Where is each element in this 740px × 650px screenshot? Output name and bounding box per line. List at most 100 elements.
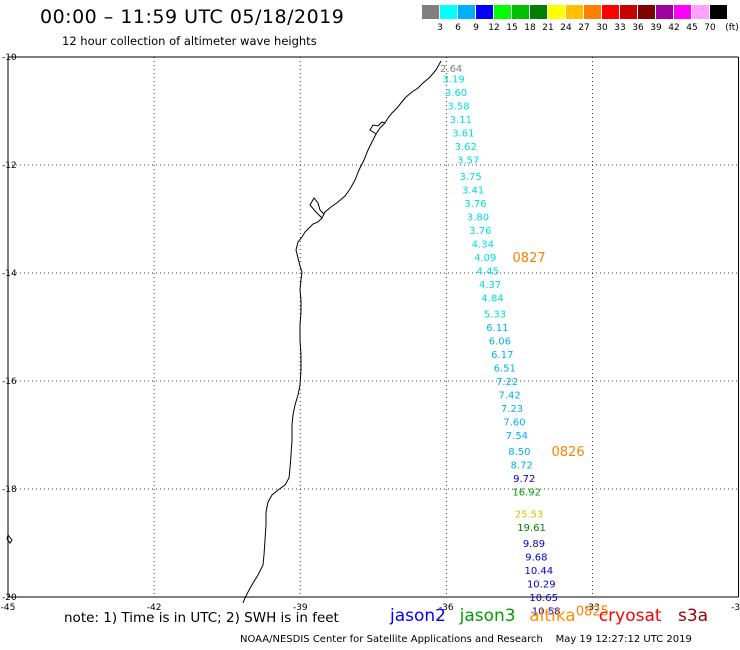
lon-tick-label: -39 [293, 603, 308, 613]
scale-label: 45 [686, 23, 698, 33]
scale-label: 30 [596, 23, 608, 33]
footer-credit: NOAA/NESDIS Center for Satellite Applica… [240, 634, 692, 645]
wave-height-value: 7.60 [503, 418, 525, 429]
scale-swatch [512, 5, 529, 19]
lon-tick-label: -36 [439, 603, 454, 613]
scale-swatch [602, 5, 619, 19]
map-title: 00:00 – 11:59 UTC 05/18/2019 [40, 6, 345, 28]
wave-height-value: 9.72 [513, 474, 535, 485]
wave-height-value: 10.29 [527, 580, 556, 591]
wave-height-value: 4.84 [481, 293, 503, 304]
satellite-legend-item: jason3 [459, 606, 516, 626]
wave-height-value: 10.58 [532, 607, 561, 618]
scale-swatch [458, 5, 475, 19]
lat-tick-label: -18 [2, 485, 17, 495]
wave-height-value: 6.06 [489, 337, 511, 348]
satellite-legend-item: cryosat [598, 606, 662, 626]
scale-label: 12 [488, 23, 500, 33]
time-label: 0827 [513, 251, 546, 266]
scale-label: 21 [542, 23, 554, 33]
island [6, 533, 13, 544]
scale-label: 3 [437, 23, 443, 33]
wave-height-value: 7.23 [501, 404, 523, 415]
wave-height-value: 10.65 [529, 593, 558, 604]
wave-height-value: 3.60 [445, 88, 467, 99]
scale-label: 15 [506, 23, 518, 33]
altimeter-track: 2.643.19 3.60 3.58 3.11 3.61 3.62 3.57 3.75 3.41… [440, 64, 560, 618]
scale-swatch [566, 5, 583, 19]
wave-height-value: 3.41 [462, 185, 484, 196]
lat-tick-label: -20 [2, 593, 17, 603]
wave-height-value: 4.45 [477, 266, 499, 277]
time-label: 0826 [552, 445, 585, 460]
lat-tick-label: -10 [2, 53, 17, 63]
wave-height-value: 7.22 [496, 377, 518, 388]
scale-swatch [548, 5, 565, 19]
wave-height-value: 6.51 [494, 364, 516, 375]
scale-swatch [584, 5, 601, 19]
scale-swatch [494, 5, 511, 19]
scale-swatch [638, 5, 655, 19]
scale-label: 9 [473, 23, 479, 33]
satellite-legend-item: altika [529, 606, 576, 626]
wave-height-value: 8.50 [508, 447, 530, 458]
scale-label: 33 [614, 23, 626, 33]
wave-height-value: 3.76 [469, 226, 491, 237]
wave-height-value: 2.64 [440, 64, 462, 75]
scale-label: 70 [704, 23, 716, 33]
time-label: 0825 [576, 605, 609, 620]
wave-height-value: 9.68 [525, 553, 547, 564]
time-labels: 0827 0826 0825 [513, 251, 609, 620]
wave-height-value: 19.61 [517, 523, 546, 534]
wave-height-value: 9.89 [523, 539, 545, 550]
wave-height-value: 3.58 [447, 102, 469, 113]
wave-height-value: 4.37 [479, 280, 501, 291]
wave-height-value: 4.09 [474, 253, 496, 264]
wave-height-value: 6.17 [491, 350, 513, 361]
scale-swatch [674, 5, 691, 19]
scale-swatch [620, 5, 637, 19]
wave-height-value: 16.92 [512, 488, 541, 499]
scale-label: 24 [560, 23, 572, 33]
map-subtitle: 12 hour collection of altimeter wave hei… [62, 34, 317, 48]
wave-height-value: 7.54 [506, 431, 528, 442]
wave-height-value: 7.42 [498, 391, 520, 402]
scale-unit: (ft) [725, 23, 739, 33]
scale-swatch [530, 5, 547, 19]
scale-swatch [476, 5, 493, 19]
wave-height-value: 3.61 [452, 129, 474, 140]
wave-height-value: 3.57 [457, 156, 479, 167]
scale-swatch [692, 5, 709, 19]
wave-height-value: 3.62 [455, 142, 477, 153]
lon-tick-label: -45 [1, 603, 16, 613]
wave-height-value: 3.80 [467, 212, 489, 223]
coastline [242, 60, 442, 604]
satellite-legend-item: s3a [678, 606, 709, 626]
wave-height-value: 3.11 [450, 115, 472, 126]
bay-inlet [309, 197, 325, 219]
lon-tick-label: -30 [731, 603, 740, 613]
scale-label: 27 [578, 23, 590, 33]
wave-height-value: 6.11 [486, 323, 508, 334]
wave-height-value: 8.72 [511, 461, 533, 472]
scale-label: 36 [632, 23, 644, 33]
lon-tick-label: -42 [147, 603, 162, 613]
lat-tick-label: -16 [2, 377, 17, 387]
scale-label: 39 [650, 23, 662, 33]
footer-note: note: 1) Time is in UTC; 2) SWH is in fe… [64, 610, 339, 626]
graticule: -10 -12 -14 -16 -18 -20-45 -42 -39 -36 -33 -30 [1, 53, 740, 613]
satellite-legend-item: jason2 [390, 606, 446, 626]
wave-height-value: 3.76 [464, 199, 486, 210]
wave-height-value: 10.44 [525, 566, 554, 577]
wave-height-value: 4.34 [472, 239, 494, 250]
scale-label: 18 [524, 23, 536, 33]
scale-swatch [440, 5, 457, 19]
scale-label: 42 [668, 23, 680, 33]
wave-height-value: 3.75 [460, 172, 482, 183]
lat-tick-label: -12 [2, 161, 17, 171]
scale-swatch [710, 5, 727, 19]
lat-tick-label: -14 [2, 269, 17, 279]
scale-label: 6 [455, 23, 461, 33]
wave-height-value: 25.53 [515, 509, 544, 520]
